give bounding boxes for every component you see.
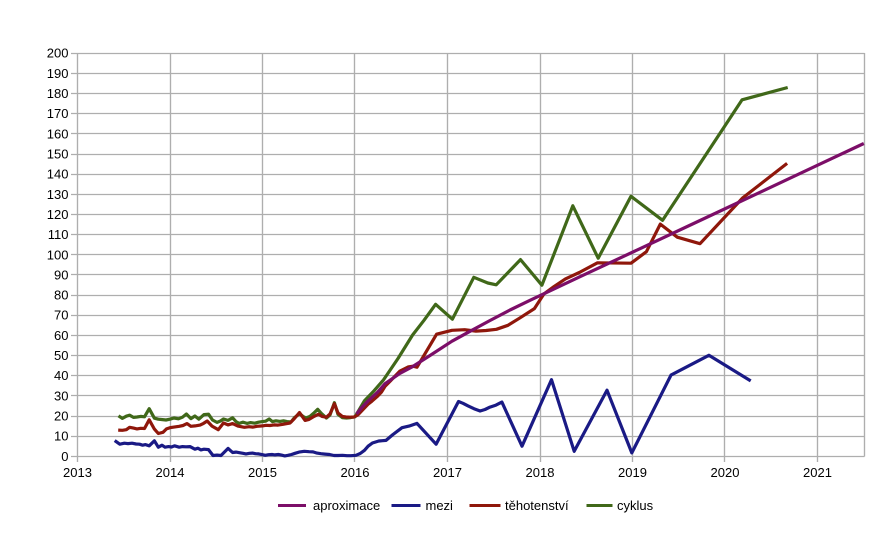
svg-text:120: 120 — [47, 207, 69, 222]
svg-text:100: 100 — [47, 247, 69, 262]
svg-text:2020: 2020 — [711, 465, 740, 480]
svg-text:2019: 2019 — [618, 465, 647, 480]
svg-text:60: 60 — [54, 328, 68, 343]
svg-text:cyklus: cyklus — [617, 498, 654, 513]
svg-text:30: 30 — [54, 388, 68, 403]
svg-text:170: 170 — [47, 106, 69, 121]
svg-text:110: 110 — [48, 227, 69, 242]
svg-text:2013: 2013 — [63, 465, 92, 480]
svg-text:130: 130 — [47, 187, 69, 202]
svg-text:180: 180 — [47, 86, 69, 101]
svg-text:2015: 2015 — [248, 465, 277, 480]
svg-text:těhotenství: těhotenství — [505, 498, 569, 513]
svg-text:80: 80 — [54, 288, 68, 303]
svg-text:0: 0 — [61, 449, 68, 464]
svg-text:50: 50 — [54, 348, 68, 363]
svg-text:200: 200 — [47, 46, 69, 61]
svg-text:2017: 2017 — [433, 465, 462, 480]
svg-text:160: 160 — [47, 126, 69, 141]
svg-text:40: 40 — [54, 368, 68, 383]
svg-text:aproximace: aproximace — [313, 498, 380, 513]
svg-text:20: 20 — [54, 409, 68, 424]
svg-text:190: 190 — [47, 66, 69, 81]
svg-text:90: 90 — [54, 267, 68, 282]
svg-text:2016: 2016 — [341, 465, 370, 480]
svg-text:70: 70 — [54, 308, 68, 323]
svg-text:2021: 2021 — [803, 465, 832, 480]
svg-text:140: 140 — [47, 167, 69, 182]
svg-text:2014: 2014 — [156, 465, 185, 480]
svg-text:mezi: mezi — [426, 498, 454, 513]
svg-text:2018: 2018 — [526, 465, 555, 480]
svg-text:10: 10 — [54, 429, 68, 444]
svg-text:150: 150 — [47, 147, 69, 162]
